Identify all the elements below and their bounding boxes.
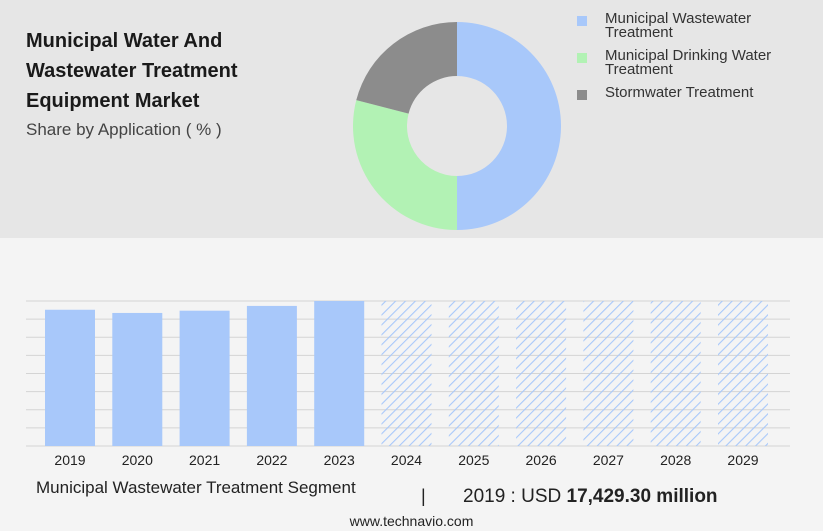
bar-2023 (314, 301, 365, 446)
x-tick-label-2027: 2027 (593, 452, 624, 468)
bar-2019 (45, 309, 95, 446)
x-tick-label-2023: 2023 (324, 452, 355, 468)
x-tick-label-2024: 2024 (391, 452, 422, 468)
legend-item-municipal-drinking: Municipal Drinking Water Treatment (577, 47, 817, 78)
legend-swatch-municipal-drinking (577, 53, 587, 63)
footer-url: www.technavio.com (349, 513, 474, 529)
x-tick-label-2025: 2025 (458, 452, 489, 468)
legend-item-municipal-wastewater: Municipal Wastewater Treatment (577, 10, 817, 41)
donut-legend: Municipal Wastewater Treatment Municipal… (577, 10, 817, 109)
x-tick-label-2020: 2020 (122, 452, 153, 468)
footer-separator: | (421, 486, 426, 506)
bar-2022 (246, 305, 297, 446)
x-tick-label-2029: 2029 (727, 452, 758, 468)
legend-item-stormwater: Stormwater Treatment (577, 84, 817, 101)
forecast-bar-2024 (381, 301, 432, 446)
x-tick-label-2022: 2022 (256, 452, 287, 468)
legend-label-municipal-wastewater: Municipal Wastewater Treatment (605, 10, 752, 41)
page-title: Municipal Water And Wastewater Treatment… (26, 30, 238, 112)
footer-segment-label: Municipal Wastewater Treatment Segment (36, 478, 356, 497)
donut-chart (353, 22, 561, 230)
x-tick-label-2028: 2028 (660, 452, 691, 468)
bar-2021 (179, 310, 230, 446)
x-tick-label-2019: 2019 (54, 452, 85, 468)
footer-value-amount: 17,429.30 million (566, 486, 718, 507)
forecast-bar-2028 (650, 301, 701, 446)
donut-slice-stormwater-treatment (356, 22, 457, 114)
donut-slice-municipal-wastewater-treatment (457, 22, 561, 230)
footer-value: 2019 : USD 17,429.30 million (463, 486, 718, 508)
page-subtitle: Share by Application ( % ) (26, 120, 222, 139)
legend-label-stormwater: Stormwater Treatment (605, 84, 754, 101)
bar-chart: 2019 2020 2021 2022 2023 2024 2025 2026 2027 2028… (26, 300, 790, 468)
forecast-bar-2027 (583, 301, 634, 446)
x-tick-label-2021: 2021 (189, 452, 220, 468)
legend-label-municipal-drinking: Municipal Drinking Water Treatment (605, 47, 772, 78)
x-tick-label-2026: 2026 (526, 452, 557, 468)
bar-2020 (112, 312, 163, 446)
forecast-bar-2025 (448, 301, 499, 446)
forecast-bar-2026 (516, 301, 567, 446)
forecast-bar-2029 (718, 301, 768, 446)
donut-slice-municipal-drinking-water-treatment (353, 100, 457, 230)
legend-swatch-municipal-wastewater (577, 16, 587, 26)
footer-value-prefix: 2019 : USD (463, 486, 567, 507)
legend-swatch-stormwater (577, 90, 587, 100)
